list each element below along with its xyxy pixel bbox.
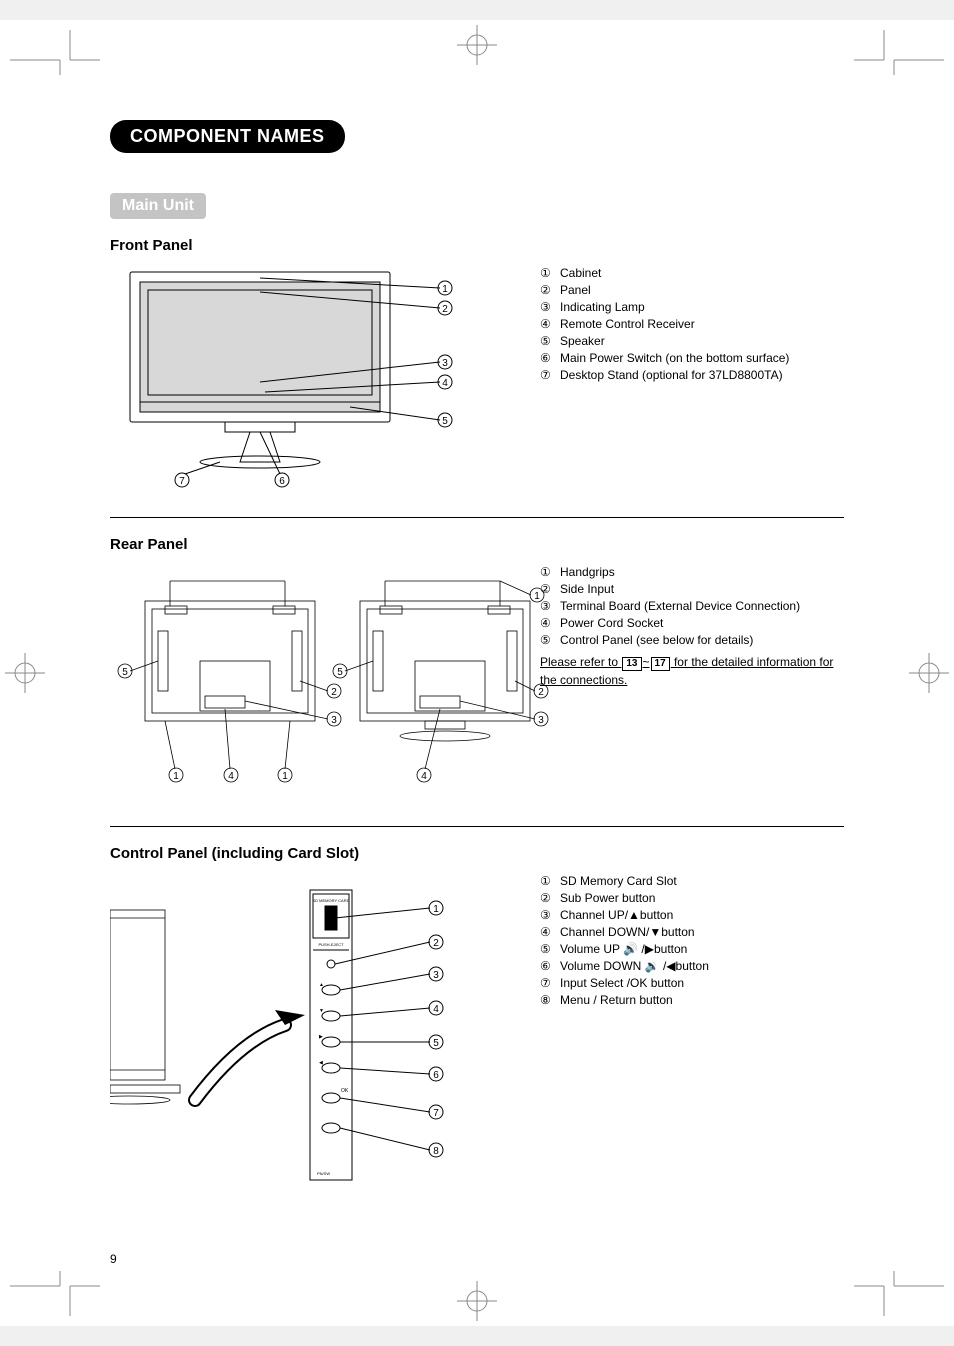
svg-text:6: 6 bbox=[279, 476, 285, 487]
svg-text:▶: ▶ bbox=[319, 1034, 323, 1040]
ctl-label-2: Sub Power button bbox=[560, 891, 655, 905]
svg-text:5: 5 bbox=[337, 667, 343, 678]
front-num-3: ③ bbox=[540, 300, 554, 314]
rear-label-3: Terminal Board (External Device Connecti… bbox=[560, 599, 800, 613]
svg-text:PUSH-EJECT: PUSH-EJECT bbox=[318, 942, 344, 947]
ctl-label-4: Channel DOWN/▼button bbox=[560, 925, 695, 939]
rear-num-1: ① bbox=[540, 565, 554, 579]
rear-panel-section: 5 2 3 1 4 1 bbox=[110, 561, 844, 827]
svg-text:2: 2 bbox=[331, 687, 337, 698]
rear-panel-list: ① Handgrips ② Side Input ③ Terminal Board (… bbox=[540, 561, 844, 689]
rear-num-5: ⑤ bbox=[540, 633, 554, 647]
svg-text:▼: ▼ bbox=[319, 1008, 324, 1014]
ref-page-b: 17 bbox=[651, 657, 670, 671]
page-title-pill: COMPONENT NAMES bbox=[110, 120, 345, 153]
manual-page: COMPONENT NAMES Main Unit Front Panel bbox=[0, 20, 954, 1326]
front-panel-section: 1 2 3 4 5 6 7 ① Cabinet ② Panel ③ Indicatin… bbox=[110, 262, 844, 518]
svg-text:4: 4 bbox=[442, 378, 448, 389]
ctl-num-7: ⑦ bbox=[540, 976, 554, 990]
front-num-7: ⑦ bbox=[540, 368, 554, 382]
ctl-num-3: ③ bbox=[540, 908, 554, 922]
svg-text:7: 7 bbox=[179, 476, 185, 487]
control-panel-diagram: SD MEMORY CARD PUSH-EJECT ▲ ▼ ▶ ◀ OK PN/… bbox=[110, 870, 530, 1210]
svg-text:6: 6 bbox=[433, 1070, 439, 1081]
rear-num-3: ③ bbox=[540, 599, 554, 613]
rear-label-4: Power Cord Socket bbox=[560, 616, 663, 630]
svg-text:8: 8 bbox=[433, 1146, 439, 1157]
page-number: 9 bbox=[110, 1252, 117, 1266]
front-num-2: ② bbox=[540, 283, 554, 297]
svg-text:4: 4 bbox=[421, 771, 427, 782]
rear-panel-diagram: 5 2 3 1 4 1 bbox=[110, 561, 550, 801]
svg-text:1: 1 bbox=[433, 904, 439, 915]
ctl-num-4: ④ bbox=[540, 925, 554, 939]
svg-text:1: 1 bbox=[282, 771, 288, 782]
svg-text:1: 1 bbox=[442, 284, 448, 295]
svg-text:4: 4 bbox=[228, 771, 234, 782]
svg-text:5: 5 bbox=[442, 416, 448, 427]
svg-text:SD MEMORY CARD: SD MEMORY CARD bbox=[313, 898, 350, 903]
svg-text:◀: ◀ bbox=[319, 1060, 323, 1066]
svg-text:5: 5 bbox=[433, 1038, 439, 1049]
front-label-3: Indicating Lamp bbox=[560, 300, 645, 314]
rear-label-5: Control Panel (see below for details) bbox=[560, 633, 753, 647]
svg-text:2: 2 bbox=[442, 304, 448, 315]
rear-panel-heading: Rear Panel bbox=[110, 536, 844, 553]
rear-reference-text: Please refer to 13~17 for the detailed i… bbox=[540, 653, 844, 689]
rear-label-1: Handgrips bbox=[560, 565, 615, 579]
control-panel-heading: Control Panel (including Card Slot) bbox=[110, 845, 844, 862]
control-panel-section: SD MEMORY CARD PUSH-EJECT ▲ ▼ ▶ ◀ OK PN/… bbox=[110, 870, 844, 1235]
front-panel-diagram: 1 2 3 4 5 6 7 bbox=[110, 262, 530, 492]
crop-mark-bl bbox=[0, 1266, 100, 1326]
front-panel-list: ① Cabinet ② Panel ③ Indicating Lamp ④ Remote… bbox=[540, 262, 844, 385]
svg-text:5: 5 bbox=[122, 667, 128, 678]
front-label-4: Remote Control Receiver bbox=[560, 317, 695, 331]
svg-text:3: 3 bbox=[433, 970, 439, 981]
svg-text:OK: OK bbox=[341, 1088, 349, 1094]
crop-mark-tl bbox=[0, 20, 100, 80]
ctl-num-8: ⑧ bbox=[540, 993, 554, 1007]
registration-bottom-icon bbox=[452, 1276, 502, 1326]
registration-top-icon bbox=[452, 20, 502, 70]
ctl-num-2: ② bbox=[540, 891, 554, 905]
ctl-label-6: Volume DOWN 🔉 /◀button bbox=[560, 959, 709, 973]
front-label-1: Cabinet bbox=[560, 266, 601, 280]
control-panel-list: ① SD Memory Card Slot ② Sub Power button ③… bbox=[540, 870, 844, 1010]
ctl-label-7: Input Select /OK button bbox=[560, 976, 684, 990]
front-num-4: ④ bbox=[540, 317, 554, 331]
svg-text:3: 3 bbox=[331, 715, 337, 726]
subtitle-pill: Main Unit bbox=[110, 193, 206, 219]
ctl-label-8: Menu / Return button bbox=[560, 993, 673, 1007]
svg-text:3: 3 bbox=[442, 358, 448, 369]
svg-text:7: 7 bbox=[433, 1108, 439, 1119]
registration-left-icon bbox=[0, 648, 50, 698]
front-num-5: ⑤ bbox=[540, 334, 554, 348]
ctl-num-1: ① bbox=[540, 874, 554, 888]
svg-text:PN/SW: PN/SW bbox=[317, 1171, 330, 1176]
crop-mark-br bbox=[854, 1266, 954, 1326]
front-label-6: Main Power Switch (on the bottom surface… bbox=[560, 351, 789, 365]
crop-mark-tr bbox=[854, 20, 954, 80]
svg-text:4: 4 bbox=[433, 1004, 439, 1015]
svg-text:1: 1 bbox=[173, 771, 179, 782]
registration-right-icon bbox=[904, 648, 954, 698]
ctl-label-5: Volume UP 🔊 /▶button bbox=[560, 942, 687, 956]
ref-page-a: 13 bbox=[622, 657, 641, 671]
front-label-5: Speaker bbox=[560, 334, 605, 348]
front-num-1: ① bbox=[540, 266, 554, 280]
ctl-label-3: Channel UP/▲button bbox=[560, 908, 673, 922]
rear-label-2: Side Input bbox=[560, 582, 614, 596]
ctl-num-5: ⑤ bbox=[540, 942, 554, 956]
ctl-label-1: SD Memory Card Slot bbox=[560, 874, 677, 888]
front-label-2: Panel bbox=[560, 283, 591, 297]
svg-text:▲: ▲ bbox=[319, 982, 324, 988]
svg-text:3: 3 bbox=[538, 715, 544, 726]
ctl-num-6: ⑥ bbox=[540, 959, 554, 973]
svg-text:2: 2 bbox=[433, 938, 439, 949]
front-panel-heading: Front Panel bbox=[110, 237, 844, 254]
front-label-7: Desktop Stand (optional for 37LD8800TA) bbox=[560, 368, 783, 382]
rear-num-2: ② bbox=[540, 582, 554, 596]
rear-num-4: ④ bbox=[540, 616, 554, 630]
front-num-6: ⑥ bbox=[540, 351, 554, 365]
